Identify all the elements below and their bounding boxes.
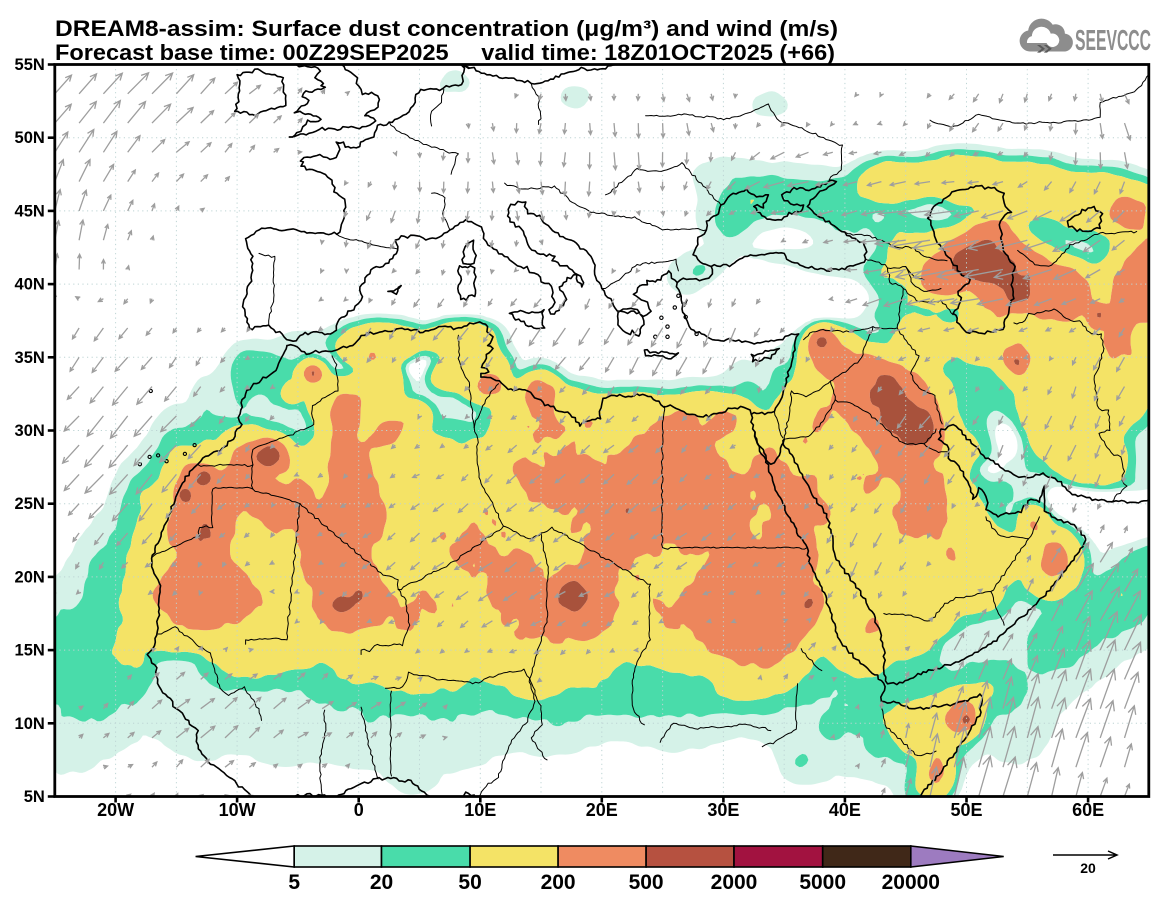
svg-text:50N: 50N bbox=[15, 129, 45, 147]
svg-text:20W: 20W bbox=[97, 800, 134, 820]
svg-text:20000: 20000 bbox=[882, 871, 940, 894]
svg-text:200: 200 bbox=[541, 871, 576, 894]
svg-text:60E: 60E bbox=[1072, 800, 1104, 820]
svg-text:35N: 35N bbox=[15, 349, 45, 367]
svg-text:SEEVCCC: SEEVCCC bbox=[1075, 25, 1151, 57]
svg-text:30N: 30N bbox=[15, 422, 45, 440]
svg-text:5000: 5000 bbox=[799, 871, 846, 894]
svg-text:20: 20 bbox=[370, 871, 393, 894]
svg-text:10W: 10W bbox=[219, 800, 256, 820]
svg-text:50E: 50E bbox=[950, 800, 982, 820]
svg-text:2000: 2000 bbox=[711, 871, 758, 894]
svg-text:40N: 40N bbox=[15, 276, 45, 294]
svg-text:20N: 20N bbox=[15, 568, 45, 586]
svg-text:10E: 10E bbox=[464, 800, 496, 820]
svg-text:500: 500 bbox=[629, 871, 664, 894]
svg-text:5: 5 bbox=[288, 871, 300, 894]
svg-text:55N: 55N bbox=[15, 56, 45, 74]
svg-text:40E: 40E bbox=[829, 800, 861, 820]
svg-text:0: 0 bbox=[354, 800, 364, 820]
svg-text:20E: 20E bbox=[586, 800, 618, 820]
svg-text:25N: 25N bbox=[15, 495, 45, 513]
svg-text:20: 20 bbox=[1080, 860, 1096, 876]
svg-text:10N: 10N bbox=[15, 715, 45, 733]
svg-text:45N: 45N bbox=[15, 202, 45, 220]
svg-text:Forecast base time: 00Z29SEP20: Forecast base time: 00Z29SEP2025 valid t… bbox=[55, 40, 835, 65]
svg-text:30E: 30E bbox=[707, 800, 739, 820]
svg-text:15N: 15N bbox=[15, 642, 45, 660]
svg-text:DREAM8-assim: Surface dust con: DREAM8-assim: Surface dust concentration… bbox=[55, 16, 838, 41]
svg-text:5N: 5N bbox=[24, 788, 45, 806]
svg-text:50: 50 bbox=[458, 871, 481, 894]
